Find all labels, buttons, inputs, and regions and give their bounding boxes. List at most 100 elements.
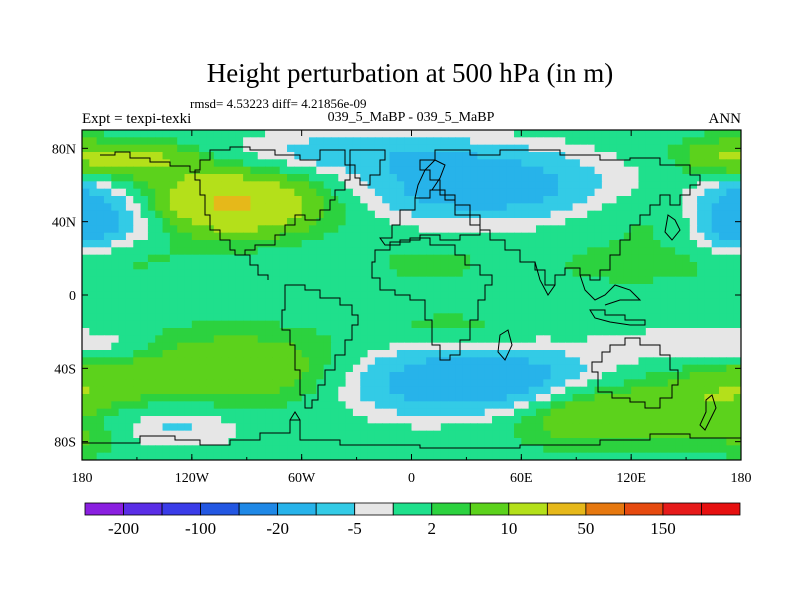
heatmap-cell	[133, 408, 142, 417]
heatmap-cell	[191, 262, 200, 270]
heatmap-cell	[492, 247, 500, 256]
heatmap-cell	[697, 137, 705, 146]
heatmap-cell	[316, 284, 325, 292]
heatmap-cell	[535, 203, 544, 212]
heatmap-cell	[265, 269, 273, 278]
heatmap-cell	[594, 438, 603, 446]
heatmap-cell	[257, 276, 266, 285]
heatmap-cell	[155, 262, 164, 270]
heatmap-cell	[682, 218, 691, 226]
heatmap-cell	[301, 210, 310, 219]
heatmap-cell	[638, 218, 647, 226]
heatmap-cell	[492, 364, 500, 373]
heatmap-cell	[660, 210, 669, 219]
heatmap-cell	[184, 166, 193, 175]
heatmap-cell	[528, 196, 537, 204]
heatmap-cell	[169, 225, 178, 234]
heatmap-cell	[638, 386, 647, 395]
heatmap-cell	[587, 232, 596, 241]
heatmap-cell	[389, 430, 398, 439]
heatmap-cell	[265, 394, 273, 402]
heatmap-cell	[184, 357, 193, 366]
heatmap-cell	[265, 225, 273, 234]
heatmap-cell	[243, 430, 252, 439]
heatmap-cell	[103, 416, 112, 424]
heatmap-cell	[213, 342, 222, 351]
heatmap-cell	[140, 350, 149, 358]
heatmap-cell	[565, 188, 574, 197]
heatmap-cell	[535, 166, 544, 175]
heatmap-cell	[169, 350, 178, 358]
heatmap-cell	[367, 394, 376, 402]
heatmap-cell	[631, 306, 640, 314]
heatmap-cell	[338, 335, 347, 344]
heatmap-cell	[557, 254, 566, 263]
heatmap-cell	[308, 416, 317, 424]
heatmap-cell	[726, 144, 735, 153]
heatmap-cell	[162, 152, 171, 160]
heatmap-cell	[433, 218, 442, 226]
heatmap-cell	[294, 350, 303, 358]
heatmap-cell	[689, 408, 698, 417]
heatmap-cell	[514, 203, 522, 212]
heatmap-cell	[191, 430, 200, 439]
heatmap-cell	[623, 445, 632, 454]
heatmap-cell	[338, 210, 347, 219]
heatmap-cell	[587, 188, 596, 197]
heatmap-cell	[133, 416, 142, 424]
heatmap-cell	[162, 159, 171, 168]
heatmap-cell	[470, 438, 478, 446]
heatmap-cell	[631, 452, 640, 460]
heatmap-cell	[235, 430, 244, 439]
heatmap-cell	[404, 445, 413, 454]
heatmap-cell	[418, 152, 427, 160]
heatmap-cell	[177, 416, 186, 424]
heatmap-cell	[572, 196, 581, 204]
heatmap-cell	[374, 320, 383, 329]
heatmap-cell	[228, 144, 237, 153]
heatmap-cell	[140, 394, 149, 402]
heatmap-cell	[711, 357, 720, 366]
heatmap-cell	[360, 159, 369, 168]
heatmap-cell	[323, 196, 332, 204]
heatmap-cell	[543, 203, 552, 212]
heatmap-cell	[89, 262, 98, 270]
experiment-label: Expt = texpi-texki	[82, 111, 191, 127]
heatmap-cell	[689, 445, 698, 454]
heatmap-cell	[103, 320, 112, 329]
heatmap-cell	[360, 408, 369, 417]
heatmap-cell	[360, 137, 369, 146]
heatmap-cell	[308, 386, 317, 395]
heatmap-cell	[140, 174, 149, 182]
heatmap-cell	[470, 379, 478, 388]
heatmap-cell	[601, 328, 610, 336]
heatmap-cell	[733, 423, 741, 432]
heatmap-cell	[631, 386, 640, 395]
heatmap-cell	[609, 291, 618, 300]
heatmap-cell	[191, 181, 200, 190]
heatmap-cell	[111, 357, 120, 366]
heatmap-cell	[667, 232, 676, 241]
heatmap-cell	[660, 291, 669, 300]
colorbar-label: 50	[577, 519, 594, 538]
heatmap-cell	[638, 152, 647, 160]
heatmap-cell	[294, 335, 303, 344]
heatmap-cell	[140, 342, 149, 351]
heatmap-cell	[191, 379, 200, 388]
heatmap-cell	[118, 152, 127, 160]
heatmap-cell	[103, 276, 112, 285]
heatmap-cell	[140, 328, 149, 336]
heatmap-cell	[697, 357, 705, 366]
heatmap-cell	[550, 130, 559, 138]
heatmap-cell	[147, 203, 156, 212]
heatmap-cell	[228, 232, 237, 241]
heatmap-cell	[440, 357, 449, 366]
heatmap-cell	[455, 416, 464, 424]
heatmap-cell	[243, 298, 252, 307]
heatmap-cell	[492, 166, 500, 175]
heatmap-cell	[521, 130, 530, 138]
heatmap-cell	[470, 269, 478, 278]
heatmap-cell	[609, 240, 618, 248]
heatmap-cell	[316, 269, 325, 278]
heatmap-cell	[389, 210, 398, 219]
